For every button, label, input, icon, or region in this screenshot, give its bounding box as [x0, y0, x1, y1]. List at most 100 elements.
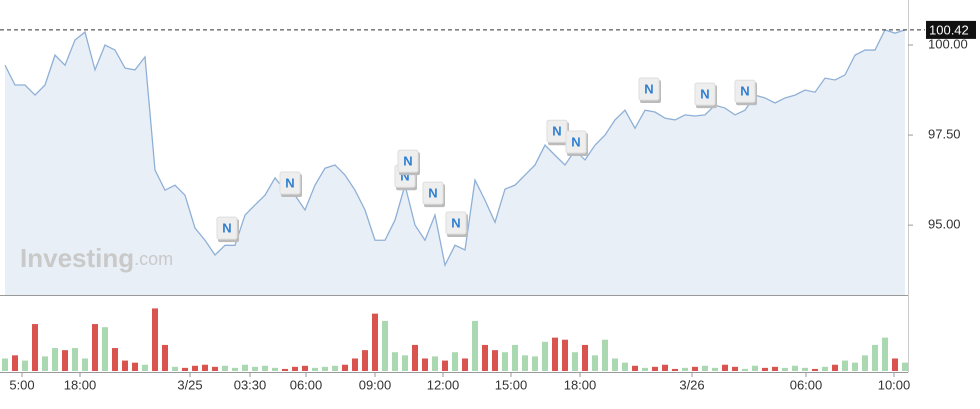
volume-bar [432, 356, 438, 371]
news-marker [216, 216, 238, 240]
volume-bar [182, 367, 188, 371]
volume-bar [672, 368, 678, 371]
news-label: N [285, 175, 294, 190]
volume-bar [12, 355, 18, 371]
volume-bar [592, 355, 598, 371]
volume-bar [172, 366, 178, 371]
volume-bar [152, 308, 158, 371]
x-tick-label: 06:00 [790, 377, 823, 392]
volume-bar [642, 367, 648, 371]
volume-bar [282, 368, 288, 371]
news-marker [734, 79, 756, 103]
volume-bar [692, 366, 698, 371]
volume-bar [842, 360, 848, 371]
volume-bar [62, 350, 68, 371]
volume-bar [252, 366, 258, 371]
y-tick-label: 97.50 [928, 127, 961, 142]
volume-bar [162, 344, 168, 371]
volume-bar [82, 358, 88, 371]
volume-bar [682, 367, 688, 371]
price-area [5, 29, 905, 296]
volume-bar [752, 365, 758, 371]
volume-bar [232, 367, 238, 371]
volume-bar [472, 320, 478, 371]
volume-bar [352, 358, 358, 371]
volume-bar [72, 348, 78, 371]
y-tick-label: 95.00 [928, 217, 961, 232]
news-label: N [740, 84, 749, 99]
news-label: N [451, 215, 460, 230]
volume-bar [452, 352, 458, 371]
news-label: N [700, 87, 709, 102]
volume-bar [502, 352, 508, 371]
volume-bar [852, 362, 858, 371]
volume-bar [32, 324, 38, 371]
y-tick-label: 100.00 [928, 36, 968, 51]
volume-bar [572, 352, 578, 371]
volume-bar [202, 364, 208, 371]
volume-bar [272, 367, 278, 371]
volume-bar [192, 365, 198, 371]
x-tick-label: 10:00 [878, 377, 911, 392]
volume-bar [372, 313, 378, 371]
volume-bar [212, 366, 218, 371]
volume-bar [882, 337, 888, 371]
volume-bar [622, 362, 628, 371]
volume-bar [482, 344, 488, 371]
volume-bar [542, 341, 548, 371]
volume-bar [652, 366, 658, 371]
volume-bar [612, 358, 618, 371]
volume-bar [822, 366, 828, 371]
volume-bar [492, 350, 498, 371]
volume-bar [522, 355, 528, 371]
volume-bar [402, 355, 408, 371]
volume-bar [802, 367, 808, 371]
news-marker [638, 77, 660, 101]
volume-bar [112, 348, 118, 371]
x-tick-label: 15:00 [495, 377, 528, 392]
volume-bar [782, 367, 788, 371]
volume-bar [332, 365, 338, 371]
volume-bar [462, 358, 468, 371]
news-label: N [571, 134, 580, 149]
volume-bar [312, 367, 318, 371]
volume-bar [392, 352, 398, 371]
volume-bar [582, 344, 588, 371]
news-label: N [644, 81, 653, 96]
volume-bar [832, 364, 838, 371]
volume-bar [22, 360, 28, 371]
volume-bar [892, 358, 898, 371]
volume-bar [262, 365, 268, 371]
volume-bar [2, 358, 8, 371]
volume-bar [762, 367, 768, 371]
x-tick-label: 5:00 [9, 377, 34, 392]
volume-bar [632, 365, 638, 371]
news-label: N [403, 154, 412, 169]
volume-bar [362, 350, 368, 371]
volume-bar [242, 364, 248, 371]
volume-bar [772, 366, 778, 371]
x-tick-label: 3/26 [679, 377, 704, 392]
watermark-main: Investing [20, 243, 134, 273]
news-label: N [400, 169, 409, 184]
volume-bar [142, 364, 148, 371]
volume-bar [862, 355, 868, 371]
news-marker [565, 130, 587, 154]
news-marker [279, 171, 301, 195]
x-tick-label: 18:00 [64, 377, 97, 392]
volume-bar [662, 364, 668, 371]
last-price-box [926, 20, 976, 39]
x-tick-label: 03:30 [234, 377, 267, 392]
news-marker [445, 211, 467, 235]
watermark-suffix: .com [134, 249, 173, 269]
volume-bar [52, 348, 58, 371]
volume-bar [292, 366, 298, 371]
volume-bar [222, 365, 228, 371]
volume-bar [732, 366, 738, 371]
x-tick-label: 3/25 [177, 377, 202, 392]
volume-bar [532, 356, 538, 371]
last-price-label: 100.42 [929, 22, 969, 37]
news-label: N [428, 186, 437, 201]
volume-bar [302, 365, 308, 371]
